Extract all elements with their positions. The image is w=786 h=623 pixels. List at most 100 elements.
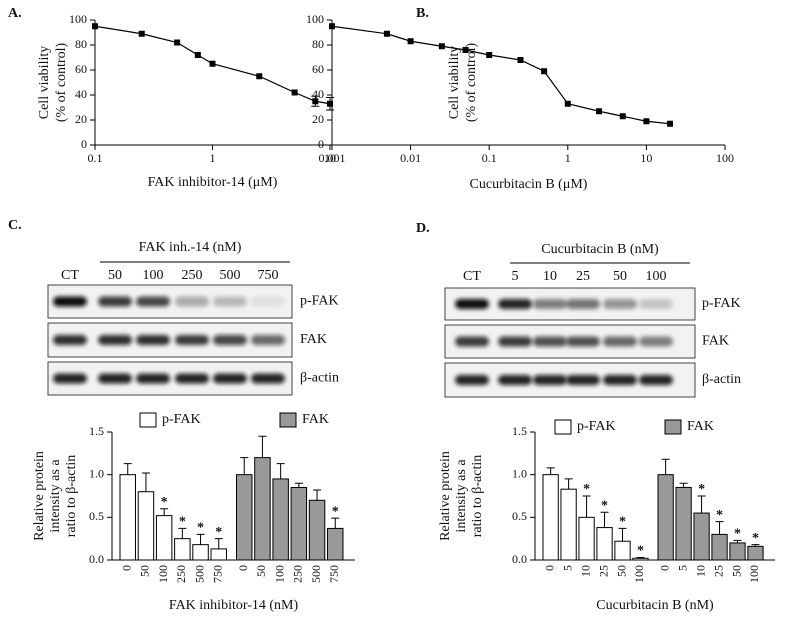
legend-swatch [139, 412, 157, 428]
data-point [138, 30, 145, 37]
bar [155, 515, 173, 561]
lane-label: 25 [576, 269, 590, 284]
data-point [643, 118, 650, 125]
data-line [331, 25, 671, 125]
x-tick-label: 100 [747, 565, 761, 583]
error-bar [178, 527, 187, 539]
legend-label: FAK [687, 419, 714, 434]
error-bar [240, 457, 249, 475]
bar [560, 488, 577, 561]
data-point [541, 68, 548, 75]
blot-band [639, 336, 673, 347]
x-tick-label: 10 [693, 565, 707, 577]
bar [192, 544, 209, 561]
blot-band [639, 375, 673, 385]
x-tick-label: 0.1 [88, 151, 103, 165]
blot-band [136, 335, 170, 345]
data-point [209, 60, 216, 67]
blot-band [251, 373, 285, 384]
y-tick-label: 1.0 [512, 466, 527, 480]
x-tick-label: 50 [729, 565, 743, 577]
error-bar [313, 489, 322, 501]
blot-band [455, 375, 489, 385]
data-point [407, 38, 414, 45]
blot-band [98, 373, 132, 384]
bar [290, 486, 308, 561]
x-tick-label: 50 [254, 565, 268, 577]
x-tick-label: 10 [578, 565, 592, 577]
significance-star: * [161, 495, 168, 510]
data-point [329, 23, 335, 30]
lane-label: 100 [646, 269, 667, 284]
x-tick-label: 100 [716, 151, 734, 165]
panel-label: A. [8, 6, 22, 21]
x-tick-label: 5 [560, 565, 574, 571]
y-tick-label: 0.0 [89, 552, 104, 566]
x-axis-label: FAK inhibitor-14 (μM) [148, 175, 278, 190]
x-tick-label: 10 [324, 151, 336, 165]
blot-row-label: FAK [702, 334, 729, 349]
x-tick-label: 0.001 [319, 151, 346, 165]
legend-swatch [664, 419, 682, 435]
y-tick-label: 100 [306, 12, 324, 26]
x-tick-label: 0 [119, 565, 133, 571]
y-tick-label: 80 [75, 37, 87, 51]
x-tick-label: 1 [210, 151, 216, 165]
bar [711, 533, 728, 561]
x-tick-label: 250 [291, 565, 305, 583]
blot-band [251, 296, 285, 307]
y-tick-label: 0.5 [512, 509, 527, 523]
data-point [256, 73, 263, 80]
blot-band [213, 373, 247, 384]
bar [119, 474, 136, 561]
lane-label: 750 [258, 268, 279, 283]
y-tick-label: 0.0 [512, 552, 527, 566]
error-bar [258, 435, 267, 458]
legend-label: p-FAK [162, 412, 201, 427]
error-bar [331, 517, 340, 529]
y-tick-label: 60 [312, 62, 324, 76]
x-tick-label: 50 [138, 565, 152, 577]
bar [174, 538, 191, 561]
panel-label: D. [416, 221, 430, 236]
significance-star: * [332, 504, 339, 519]
x-tick-label: 500 [309, 565, 323, 583]
lane-label: 100 [143, 268, 164, 283]
significance-star: * [716, 508, 723, 523]
error-bar [160, 508, 169, 516]
y-axis-label: intensity as a [48, 459, 63, 533]
x-tick-label: 0.01 [400, 151, 421, 165]
error-bar [214, 538, 223, 549]
blot-band [251, 335, 285, 345]
bar [308, 499, 326, 561]
bar [675, 486, 692, 561]
y-tick-label: 0.5 [89, 509, 104, 523]
lane-label: 5 [512, 269, 519, 284]
data-point [383, 30, 390, 37]
error-bar [276, 463, 285, 479]
blot-band [533, 375, 567, 385]
y-tick-label: 20 [75, 112, 87, 126]
x-tick-label: 25 [711, 565, 725, 577]
blot-band [455, 299, 489, 309]
blot-band [98, 335, 132, 345]
significance-star: * [752, 531, 759, 546]
x-tick-label: 25 [596, 565, 610, 577]
lane-label: 250 [182, 268, 203, 283]
blot-band [213, 296, 247, 307]
blot-band [498, 299, 532, 309]
legend-swatch [554, 419, 572, 435]
data-point [564, 100, 571, 107]
blot-band [603, 299, 637, 309]
blot-row-label: FAK [300, 332, 327, 347]
error-bar [546, 467, 555, 475]
y-axis-label: ratio to β-actin [470, 455, 485, 538]
lane-label: CT [463, 269, 481, 284]
data-point [462, 47, 469, 53]
y-tick-label: 40 [75, 87, 87, 101]
bar [542, 474, 559, 561]
blot-band [603, 336, 637, 347]
x-tick-label: 500 [192, 565, 206, 583]
blot-band [98, 296, 132, 307]
